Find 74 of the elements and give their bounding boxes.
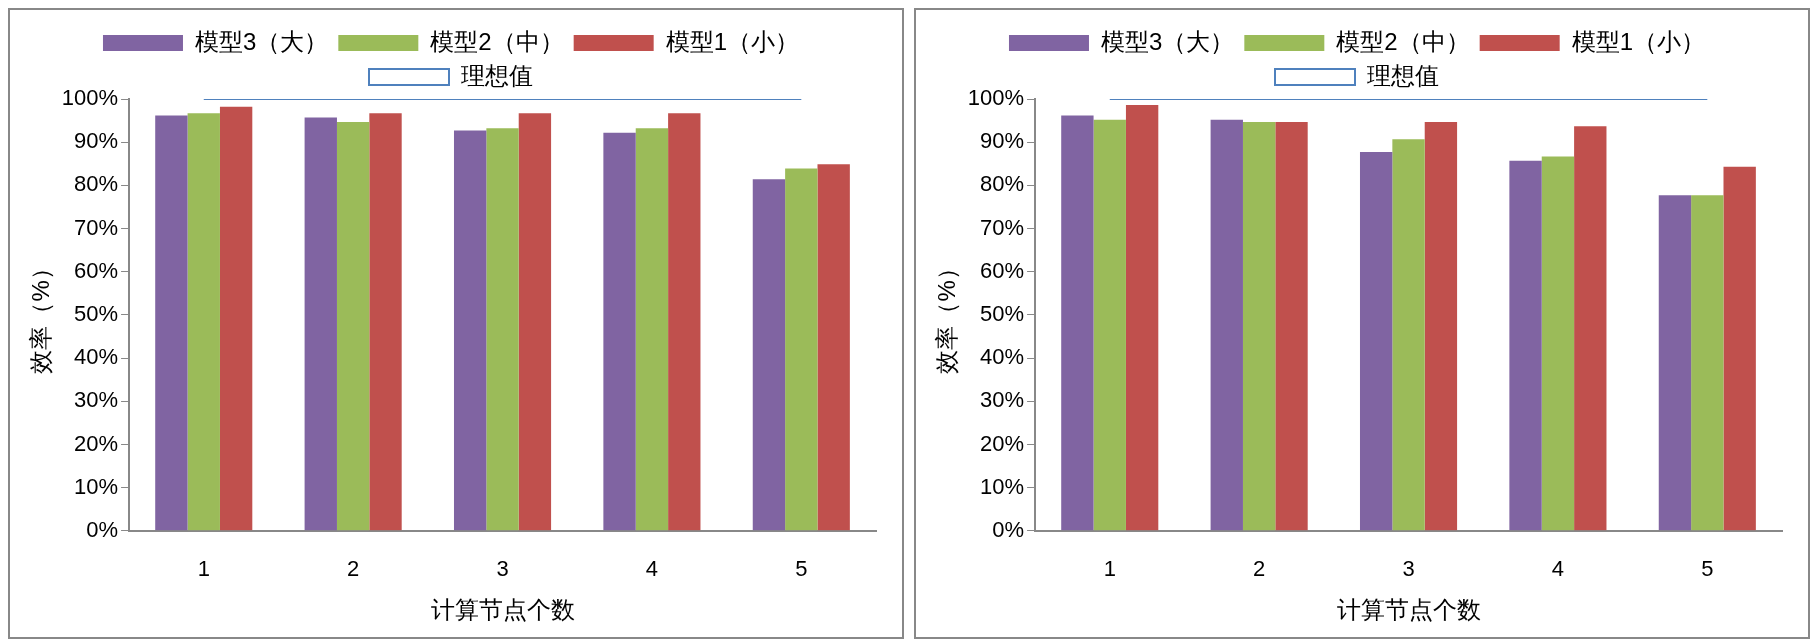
y-tick-label: 80% <box>980 171 1025 197</box>
legend-label: 模型1（小） <box>1571 27 1706 55</box>
y-tick-label: 30% <box>980 387 1025 413</box>
y-tick-label: 70% <box>980 214 1025 240</box>
x-tick-label: 1 <box>1103 556 1116 582</box>
x-axis-title: 计算节点个数 <box>1336 596 1481 624</box>
bar <box>1242 121 1276 531</box>
bar <box>187 113 220 531</box>
bar <box>1359 152 1393 531</box>
y-tick-label: 10% <box>74 473 119 499</box>
y-axis-title: 效率（%） <box>27 256 55 374</box>
bar <box>336 121 370 531</box>
bar <box>1093 119 1126 531</box>
bar <box>1541 156 1575 531</box>
legend-label: 模型3（大） <box>1100 27 1235 55</box>
y-tick-label: 90% <box>980 128 1025 154</box>
y-tick-label: 0% <box>992 516 1025 542</box>
bar <box>518 113 552 531</box>
x-tick-label: 4 <box>645 556 659 582</box>
bar <box>1574 126 1607 531</box>
legend-label: 模型2（中） <box>1336 27 1470 55</box>
bar <box>369 113 402 531</box>
bar <box>668 113 701 531</box>
x-axis-title: 计算节点个数 <box>430 596 575 624</box>
y-tick-label: 60% <box>980 257 1025 283</box>
y-tick-label: 20% <box>74 430 119 456</box>
bar <box>486 128 519 531</box>
y-tick-label: 30% <box>74 387 119 413</box>
bar <box>603 132 636 531</box>
bar <box>155 115 188 531</box>
bar <box>219 106 253 531</box>
bar <box>1509 160 1542 531</box>
legend-label: 理想值 <box>1367 61 1439 89</box>
bar <box>817 164 850 531</box>
bar <box>304 117 337 531</box>
y-axis-title: 效率（%） <box>933 256 961 374</box>
y-tick-label: 70% <box>74 214 119 240</box>
x-tick-label: 1 <box>197 556 210 582</box>
x-tick-label: 3 <box>496 556 509 582</box>
bar <box>785 168 818 531</box>
y-tick-label: 10% <box>980 473 1025 499</box>
x-tick-label: 5 <box>795 556 808 582</box>
bar <box>1125 105 1159 531</box>
y-tick-label: 80% <box>74 171 119 197</box>
y-tick-label: 100% <box>967 85 1025 111</box>
x-tick-label: 2 <box>1253 556 1266 582</box>
y-tick-label: 50% <box>980 300 1025 326</box>
bar <box>1392 139 1425 531</box>
bar <box>635 128 669 531</box>
x-tick-label: 2 <box>347 556 360 582</box>
y-tick-label: 0% <box>86 516 119 542</box>
bar <box>1424 121 1458 531</box>
bar <box>1210 119 1243 531</box>
legend-label: 模型1（小） <box>665 27 800 55</box>
bar <box>1723 166 1756 531</box>
bar <box>1275 121 1308 531</box>
y-tick-label: 100% <box>61 85 119 111</box>
x-tick-label: 4 <box>1551 556 1565 582</box>
bar <box>453 130 487 531</box>
y-tick-label: 90% <box>74 128 119 154</box>
y-tick-label: 60% <box>74 257 119 283</box>
x-tick-label: 5 <box>1701 556 1714 582</box>
legend-label: 模型2（中） <box>430 27 564 55</box>
bar <box>752 179 786 531</box>
bar <box>1658 195 1692 531</box>
bar <box>1061 115 1094 531</box>
y-tick-label: 40% <box>74 344 119 370</box>
legend-label: 理想值 <box>461 61 533 89</box>
bar <box>1691 195 1724 531</box>
y-tick-label: 40% <box>980 344 1025 370</box>
legend-label: 模型3（大） <box>194 27 329 55</box>
y-tick-label: 50% <box>74 300 119 326</box>
y-tick-label: 20% <box>980 430 1025 456</box>
x-tick-label: 3 <box>1402 556 1415 582</box>
